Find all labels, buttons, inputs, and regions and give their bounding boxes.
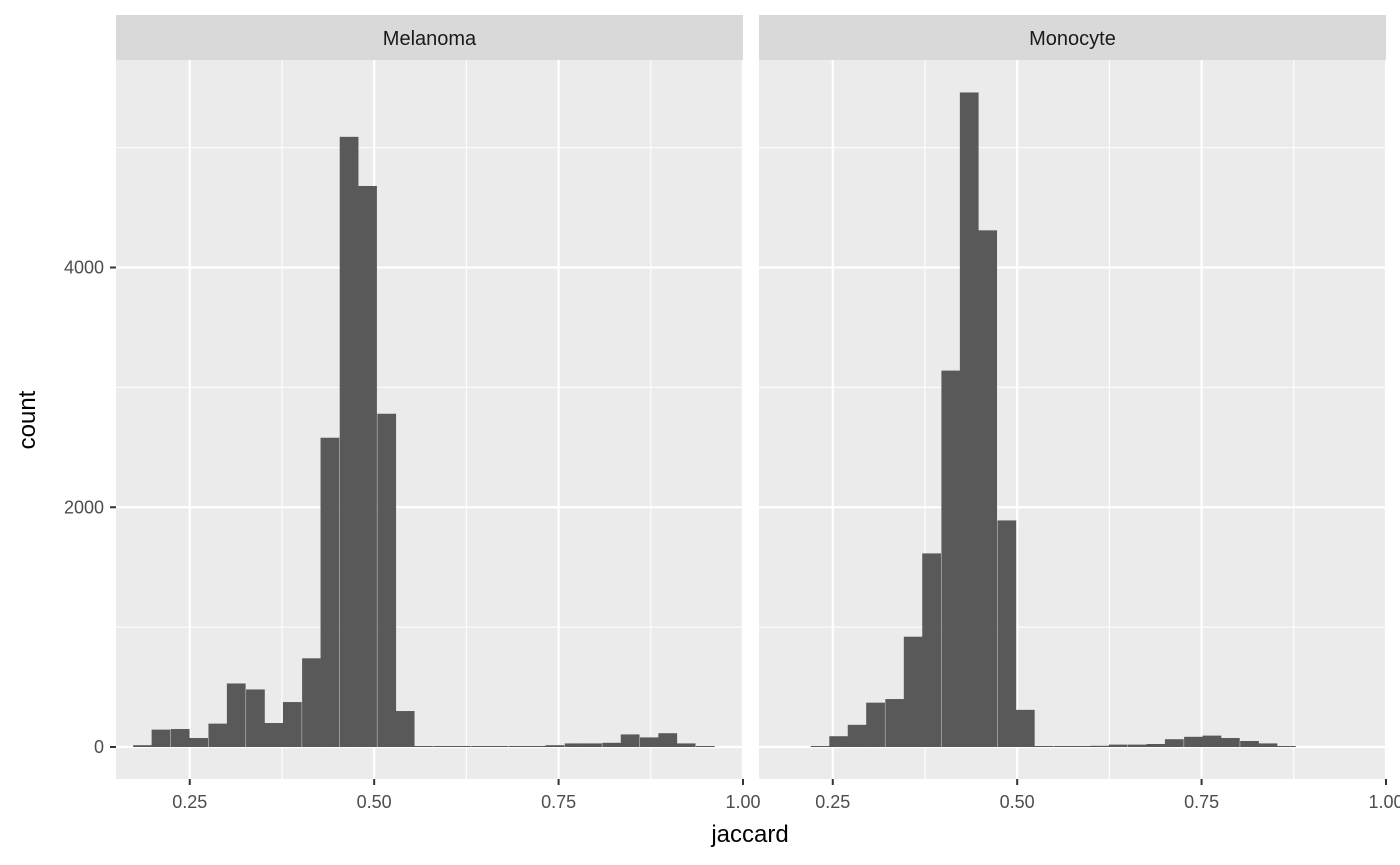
histogram-bar: [1240, 741, 1259, 747]
histogram-bar: [1184, 736, 1203, 747]
facet-label: Melanoma: [383, 28, 477, 50]
histogram-bar: [602, 742, 622, 747]
histogram-bar: [264, 723, 284, 747]
histogram-bar: [246, 689, 265, 747]
histogram-bar: [676, 743, 696, 747]
histogram-bar: [302, 658, 321, 747]
histogram-bar: [151, 729, 171, 747]
panel-background: [759, 60, 1386, 779]
facet-label: Monocyte: [1029, 28, 1116, 50]
histogram-bar: [471, 746, 490, 747]
panel-melanoma: Melanoma 0.25 0.50 0.75 1.00: [116, 15, 761, 812]
histogram-bar: [847, 724, 867, 747]
histogram-bar: [866, 702, 885, 747]
histogram-bar: [451, 746, 471, 747]
histogram-bar: [1090, 745, 1110, 747]
histogram-bar: [489, 746, 509, 747]
histogram-bar: [545, 745, 565, 747]
x-tick-label: 0.75: [541, 792, 576, 812]
histogram-bar: [564, 743, 584, 747]
histogram-bar: [1015, 709, 1035, 747]
x-tick-label: 0.75: [1184, 792, 1219, 812]
x-tick-label: 0.25: [815, 792, 850, 812]
y-tick-label: 4000: [64, 258, 104, 278]
panel-background: [116, 60, 743, 779]
histogram-bar: [282, 702, 302, 747]
panels-layer: Melanoma 0.25 0.50 0.75 1.00 Monocyte 0.25 0.50…: [116, 15, 1400, 812]
histogram-bar: [226, 683, 246, 747]
histogram-bar: [829, 736, 849, 747]
histogram-bar: [508, 746, 528, 747]
histogram-bar: [658, 733, 678, 747]
histogram-bar: [189, 738, 208, 747]
y-axis: 0 2000 4000: [64, 258, 116, 757]
histogram-bar: [208, 723, 228, 747]
histogram-bar: [1220, 738, 1240, 747]
histogram-bar: [978, 230, 998, 747]
histogram-bar: [395, 711, 415, 747]
histogram-bar: [1258, 743, 1278, 747]
histogram-bar: [639, 737, 659, 747]
histogram-bar: [377, 413, 397, 747]
histogram-bar: [320, 437, 340, 747]
histogram-bar: [941, 370, 961, 747]
x-tick-label: 0.25: [172, 792, 207, 812]
facet-strip: [759, 15, 1386, 60]
panel-monocyte: Monocyte 0.25 0.50 0.75 1.00: [759, 15, 1400, 812]
histogram-bar: [1146, 744, 1166, 747]
histogram-bar: [1071, 746, 1091, 747]
histogram-bar: [696, 746, 715, 747]
histogram-bar: [1108, 744, 1128, 747]
histogram-bar: [358, 185, 377, 748]
facet-strip: [116, 15, 743, 60]
histogram-bar: [339, 136, 359, 747]
x-tick-label: 0.50: [1000, 792, 1035, 812]
histogram-bar: [1034, 746, 1054, 747]
histogram-bar: [903, 636, 923, 747]
x-tick-label: 0.50: [357, 792, 392, 812]
histogram-bar: [1202, 735, 1222, 747]
histogram-bar: [1128, 744, 1147, 747]
x-tick-label: 1.00: [725, 792, 760, 812]
histogram-bar: [433, 746, 453, 747]
histogram-bar: [133, 745, 152, 747]
histogram-bar: [414, 746, 433, 747]
histogram-bar: [922, 553, 941, 747]
histogram-bar: [959, 92, 979, 748]
histogram-bar: [997, 520, 1017, 747]
x-axis-title: jaccard: [710, 821, 788, 848]
histogram-bar: [170, 729, 190, 747]
x-tick-label: 1.00: [1368, 792, 1400, 812]
histogram-bar: [1277, 746, 1296, 747]
histogram-bar: [1164, 739, 1184, 747]
histogram-bar: [620, 734, 640, 747]
histogram-bar: [885, 699, 905, 747]
y-tick-label: 0: [94, 737, 104, 757]
histogram-bar: [527, 746, 546, 747]
y-tick-label: 2000: [64, 497, 104, 517]
y-axis-title: count: [14, 390, 41, 449]
histogram-bar: [1053, 746, 1073, 747]
histogram-bar: [583, 743, 602, 747]
histogram-bar: [810, 746, 830, 747]
